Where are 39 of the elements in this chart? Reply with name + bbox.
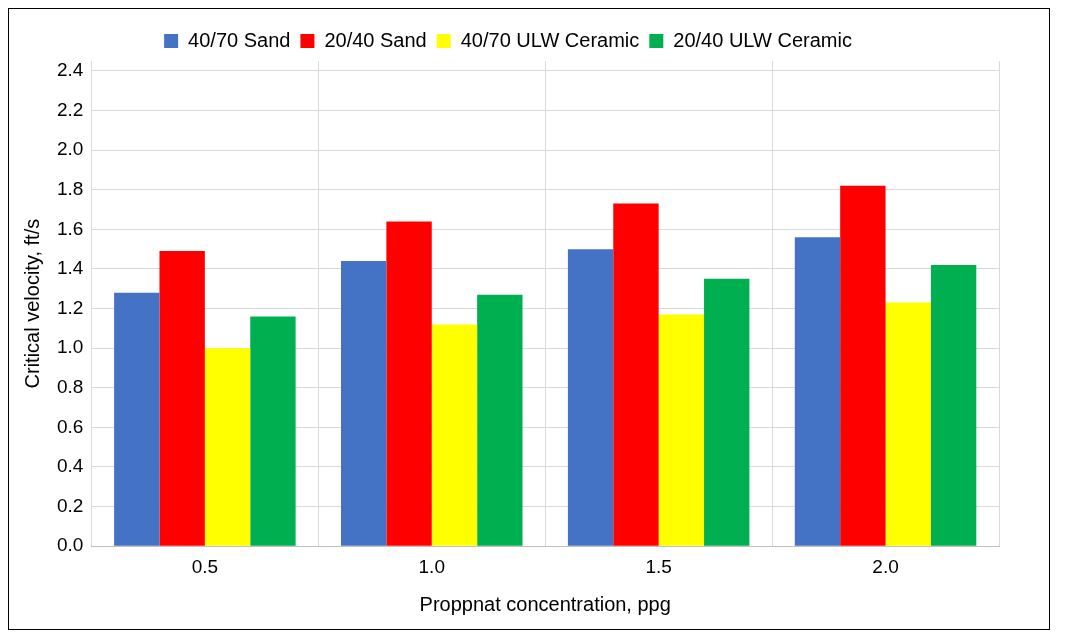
y-tick-label: 1.4: [56, 257, 84, 279]
y-tick-label: 0.6: [56, 415, 84, 437]
y-tick-label: 2.2: [56, 98, 84, 120]
bar: [658, 314, 705, 546]
x-tick-label: 1.0: [418, 555, 445, 577]
x-tick-label: 0.5: [191, 555, 219, 577]
bar: [204, 348, 251, 546]
bar: [477, 294, 523, 546]
legend-label: 40/70 ULW Ceramic: [460, 28, 640, 51]
y-tick-label: 1.2: [56, 296, 84, 318]
bar: [840, 185, 886, 546]
x-axis-title: Proppnat concentration, ppg: [419, 592, 671, 615]
bar: [341, 261, 387, 546]
bar: [431, 324, 478, 546]
y-tick-label: 2.0: [56, 138, 84, 160]
x-tick-label: 1.5: [645, 555, 672, 577]
bar: [567, 249, 614, 546]
bar: [930, 264, 977, 546]
y-tick-label: 1.8: [56, 177, 84, 199]
bar: [386, 221, 432, 546]
y-tick-label: 2.4: [56, 59, 84, 81]
legend-label: 40/70 Sand: [188, 28, 291, 51]
y-tick-label: 1.6: [56, 217, 84, 239]
y-tick-label: 0.8: [56, 376, 84, 397]
y-axis-title: Critical velocity, ft/s: [20, 218, 43, 389]
legend-label: 20/40 Sand: [324, 28, 427, 51]
bar: [250, 316, 296, 546]
y-tick-label: 0.0: [56, 534, 84, 556]
y-tick-label: 0.2: [56, 494, 84, 516]
bar: [159, 251, 205, 546]
bar: [613, 203, 659, 546]
y-tick-label: 0.4: [56, 455, 84, 477]
bar: [704, 278, 750, 546]
bar: [114, 292, 160, 546]
y-tick-label: 1.0: [56, 336, 84, 358]
legend-label: 20/40 ULW Ceramic: [673, 28, 852, 51]
bar: [794, 237, 841, 546]
bar: [885, 302, 931, 546]
x-tick-label: 2.0: [872, 555, 899, 577]
